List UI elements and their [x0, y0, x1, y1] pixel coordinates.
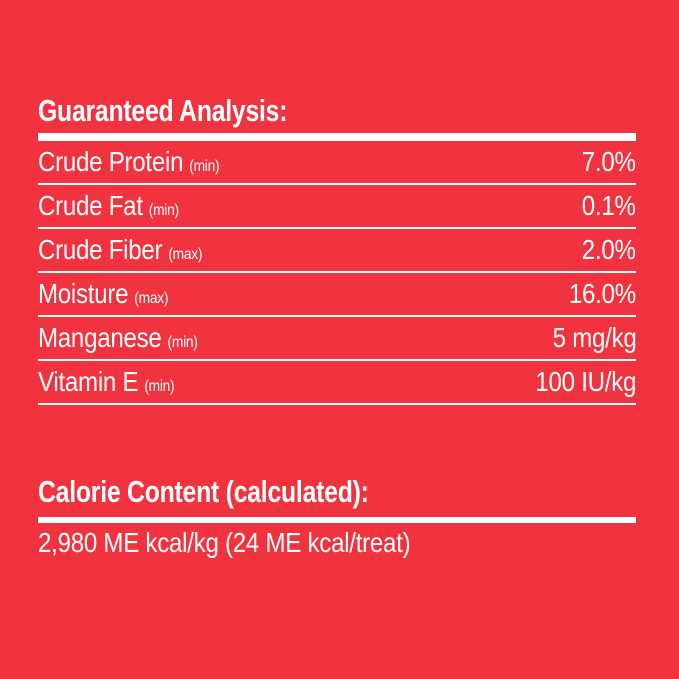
- nutrient-name: Crude Protein: [38, 146, 184, 177]
- nutrient-label-cell: Vitamin E (min): [38, 366, 197, 398]
- nutrient-name: Vitamin E: [38, 366, 139, 397]
- analysis-row: Manganese (min) 5 mg/kg: [38, 317, 636, 361]
- nutrient-label-text: Crude Fiber (max): [38, 234, 202, 266]
- nutrient-label-cell: Crude Protein (min): [38, 146, 249, 178]
- nutrient-name: Crude Fiber: [38, 234, 163, 265]
- analysis-row: Crude Fiber (max) 2.0%: [38, 229, 636, 273]
- nutrient-qualifier: (max): [134, 290, 169, 307]
- nutrient-value-cell: 7.0%: [573, 146, 636, 178]
- nutrient-qualifier: (min): [189, 158, 220, 175]
- calorie-content-title: Calorie Content (calculated):: [38, 474, 636, 509]
- nutrient-name: Moisture: [38, 278, 129, 309]
- nutrition-label-panel: Guaranteed Analysis: Crude Protein (min) …: [38, 0, 636, 559]
- nutrient-label-text: Moisture (max): [38, 278, 168, 310]
- guaranteed-analysis-title: Guaranteed Analysis:: [38, 93, 636, 128]
- nutrient-qualifier: (min): [148, 202, 179, 219]
- nutrient-value-cell: 16.0%: [558, 278, 636, 310]
- analysis-row: Moisture (max) 16.0%: [38, 273, 636, 317]
- nutrient-value: 16.0%: [569, 278, 636, 309]
- nutrient-label-cell: Crude Fiber (max): [38, 234, 229, 266]
- nutrient-label-cell: Moisture (max): [38, 278, 189, 310]
- nutrient-value: 5 mg/kg: [552, 322, 636, 353]
- nutrient-label-cell: Crude Fat (min): [38, 190, 202, 222]
- nutrient-label-text: Vitamin E (min): [38, 366, 175, 398]
- nutrient-name: Manganese: [38, 322, 162, 353]
- nutrient-value-cell: 100 IU/kg: [519, 366, 636, 398]
- nutrient-label-text: Manganese (min): [38, 322, 198, 354]
- nutrient-qualifier: (min): [167, 334, 198, 351]
- nutrient-name: Crude Fat: [38, 190, 143, 221]
- analysis-row: Vitamin E (min) 100 IU/kg: [38, 361, 636, 405]
- guaranteed-analysis-underline: [38, 133, 636, 141]
- nutrient-qualifier: (max): [168, 246, 203, 263]
- nutrient-value: 7.0%: [582, 146, 636, 177]
- nutrient-label-cell: Manganese (min): [38, 322, 224, 354]
- nutrient-value: 100 IU/kg: [535, 366, 636, 397]
- calorie-content-title-text: Calorie Content (calculated):: [38, 474, 369, 509]
- nutrient-value-cell: 0.1%: [573, 190, 636, 222]
- calorie-content-value: 2,980 ME kcal/kg (24 ME kcal/treat): [38, 527, 411, 558]
- nutrient-value-cell: 5 mg/kg: [539, 322, 636, 354]
- nutrient-value: 0.1%: [582, 190, 636, 221]
- analysis-row: Crude Fat (min) 0.1%: [38, 185, 636, 229]
- calorie-content-underline: [38, 517, 636, 523]
- nutrient-value: 2.0%: [582, 234, 636, 265]
- nutrient-label-text: Crude Protein (min): [38, 146, 220, 178]
- nutrient-qualifier: (min): [144, 378, 175, 395]
- analysis-row: Crude Protein (min) 7.0%: [38, 141, 636, 185]
- guaranteed-analysis-title-text: Guaranteed Analysis:: [38, 93, 288, 128]
- nutrient-label-text: Crude Fat (min): [38, 190, 179, 222]
- guaranteed-analysis-table: Crude Protein (min) 7.0% Crude Fat (min) 0…: [38, 141, 636, 405]
- calorie-content-value-line: 2,980 ME kcal/kg (24 ME kcal/treat): [38, 527, 636, 559]
- nutrient-value-cell: 2.0%: [573, 234, 636, 266]
